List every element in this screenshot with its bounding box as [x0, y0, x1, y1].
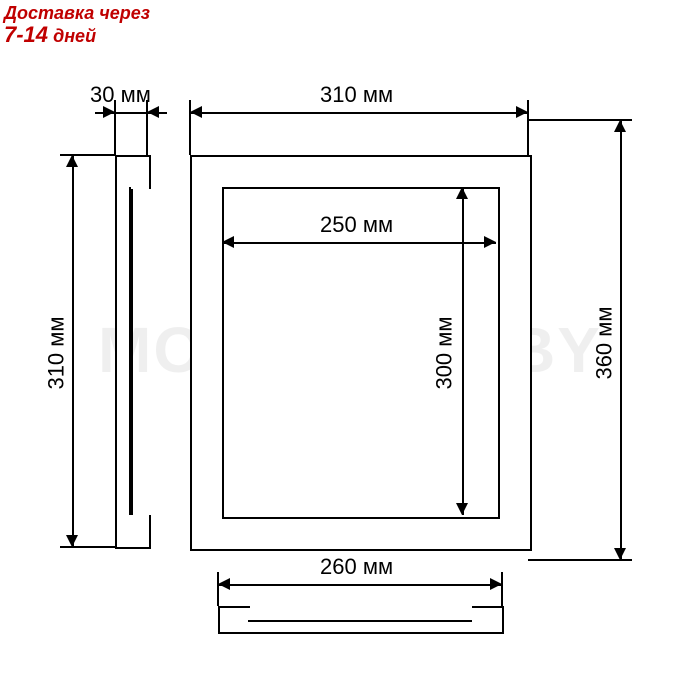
label-250: 250 мм — [320, 212, 393, 238]
ext-310-left-b — [60, 546, 115, 548]
arrow-300-b — [456, 503, 468, 515]
ext-30-l — [114, 100, 116, 155]
arrow-260-l — [218, 578, 230, 590]
side-profile-flange-bot — [115, 515, 151, 549]
label-300: 300 мм — [432, 316, 458, 389]
bottom-profile-flange-l — [218, 606, 250, 634]
label-310-left: 310 мм — [44, 316, 70, 389]
label-30: 30 мм — [90, 82, 151, 108]
ext-260-r — [501, 572, 503, 606]
arrow-310-top-l — [190, 106, 202, 118]
delivery-line2: 7-14 дней — [4, 23, 150, 46]
diagram-canvas: Доставка через 7-14 дней MOLL.DEAL.BY 31… — [0, 0, 700, 700]
arrow-300-t — [456, 187, 468, 199]
delivery-badge: Доставка через 7-14 дней — [4, 4, 150, 46]
dim-line-360 — [620, 120, 622, 560]
bottom-profile-inner-line — [248, 620, 472, 622]
ext-260-l — [217, 572, 219, 606]
ext-310-top-r — [527, 100, 529, 155]
ext-310-top-l — [189, 100, 191, 155]
arrow-360-t — [614, 120, 626, 132]
ext-30-r — [146, 100, 148, 155]
label-310-top: 310 мм — [320, 82, 393, 108]
ext-360-b — [528, 559, 632, 561]
side-profile-inner-line — [129, 187, 131, 515]
bottom-profile-plate — [248, 620, 476, 634]
arrow-250-r — [484, 236, 496, 248]
ext-360-t — [528, 119, 632, 121]
arrow-310-left-t — [66, 155, 78, 167]
arrow-250-l — [222, 236, 234, 248]
label-360: 360 мм — [592, 306, 618, 379]
delivery-line1: Доставка через — [4, 4, 150, 23]
dim-line-260 — [218, 584, 502, 586]
dim-line-310-left — [72, 155, 74, 547]
dim-line-250 — [222, 242, 496, 244]
bottom-profile-flange-r — [472, 606, 504, 634]
label-260: 260 мм — [320, 554, 393, 580]
dim-line-310-top — [190, 112, 528, 114]
ext-310-left-t — [60, 154, 115, 156]
dim-line-300 — [462, 187, 464, 515]
side-profile-flange-top — [115, 155, 151, 189]
